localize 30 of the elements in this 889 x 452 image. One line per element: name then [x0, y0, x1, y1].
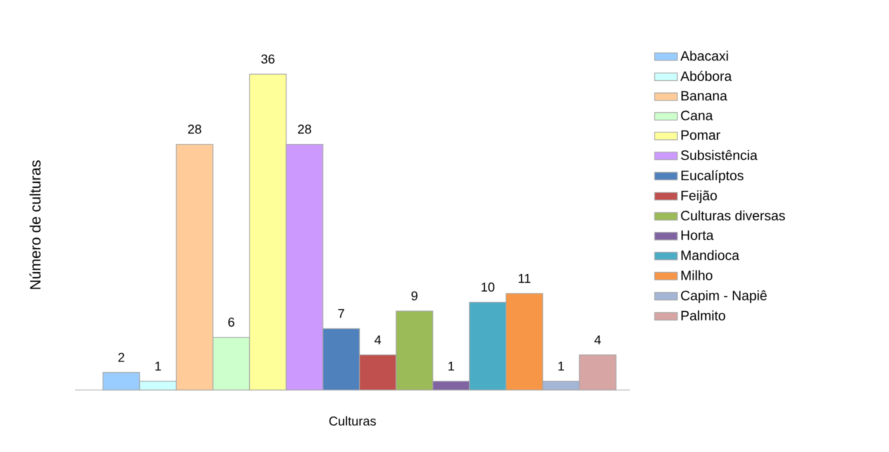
legend-label: Palmito — [682, 310, 726, 320]
legend-label: Culturas diversas — [681, 210, 785, 220]
legend-label: Mandioca — [682, 250, 740, 260]
data-label: 1 — [448, 362, 454, 371]
legend-label: Abacaxi — [680, 50, 728, 61]
data-label: 11 — [518, 274, 530, 283]
data-label: 10 — [482, 282, 494, 292]
data-label: 28 — [188, 124, 202, 134]
legend-label: Pomar — [682, 130, 720, 140]
y-axis-title: Número de culturas — [29, 160, 41, 289]
data-label: 9 — [412, 291, 418, 300]
legend-label: Cana — [681, 110, 713, 120]
legend-label: Eucalíptos — [682, 170, 744, 183]
legend-label: Milho — [682, 270, 712, 280]
data-label: 1 — [558, 362, 564, 371]
legend-label: Feijão — [682, 190, 717, 204]
data-label: 2 — [118, 352, 124, 362]
data-label: 36 — [261, 54, 274, 64]
legend-label: Capim - Napiê — [681, 290, 767, 304]
legend-label: Banana — [682, 91, 728, 101]
data-label: 6 — [228, 318, 234, 327]
data-label: 4 — [594, 335, 601, 344]
legend-label: Abóbora — [680, 70, 732, 81]
x-axis-title: Culturas — [329, 416, 376, 426]
data-label: 4 — [374, 335, 382, 344]
data-label: 1 — [155, 362, 161, 371]
data-label: 28 — [298, 124, 312, 134]
data-label: 7 — [338, 309, 344, 318]
legend-label: Subsistência — [681, 150, 758, 160]
legend-label: Horta — [682, 230, 714, 240]
